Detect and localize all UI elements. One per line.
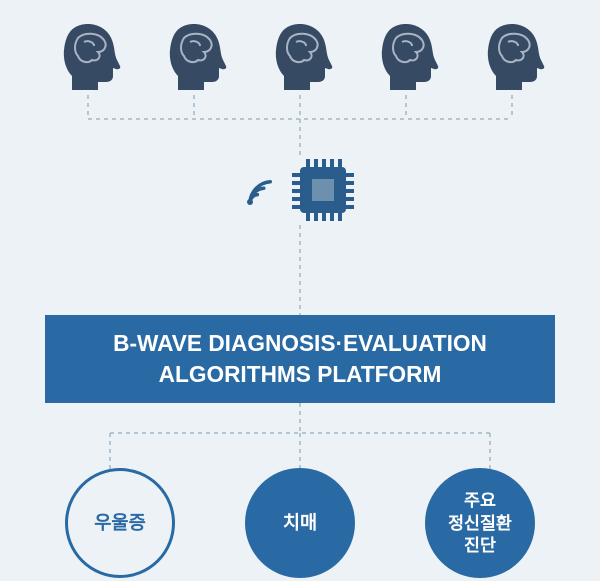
brain-head-icon — [478, 22, 546, 92]
wifi-icon — [242, 172, 278, 208]
category-circle: 치매 — [245, 468, 355, 578]
brain-head-icon — [160, 22, 228, 92]
brain-head-icon — [372, 22, 440, 92]
category-circle: 우울증 — [65, 468, 175, 578]
connector-chip-box — [0, 225, 600, 315]
brain-head-icon — [266, 22, 334, 92]
category-label: 치매 — [283, 511, 317, 535]
connector-heads — [0, 95, 600, 155]
platform-label: B-WAVE DIAGNOSIS·EVALUATION ALGORITHMS P… — [63, 328, 537, 389]
category-label: 주요 정신질환 진단 — [448, 489, 512, 557]
category-label: 우울증 — [94, 511, 146, 535]
category-circle: 주요 정신질환 진단 — [425, 468, 535, 578]
heads-row — [0, 0, 600, 92]
platform-box: B-WAVE DIAGNOSIS·EVALUATION ALGORITHMS P… — [45, 315, 555, 403]
categories-row: 우울증 치매 주요 정신질환 진단 — [0, 468, 600, 578]
chip-icon — [288, 155, 358, 225]
chip-area — [242, 155, 358, 225]
brain-head-icon — [54, 22, 122, 92]
connector-categories — [0, 403, 600, 478]
